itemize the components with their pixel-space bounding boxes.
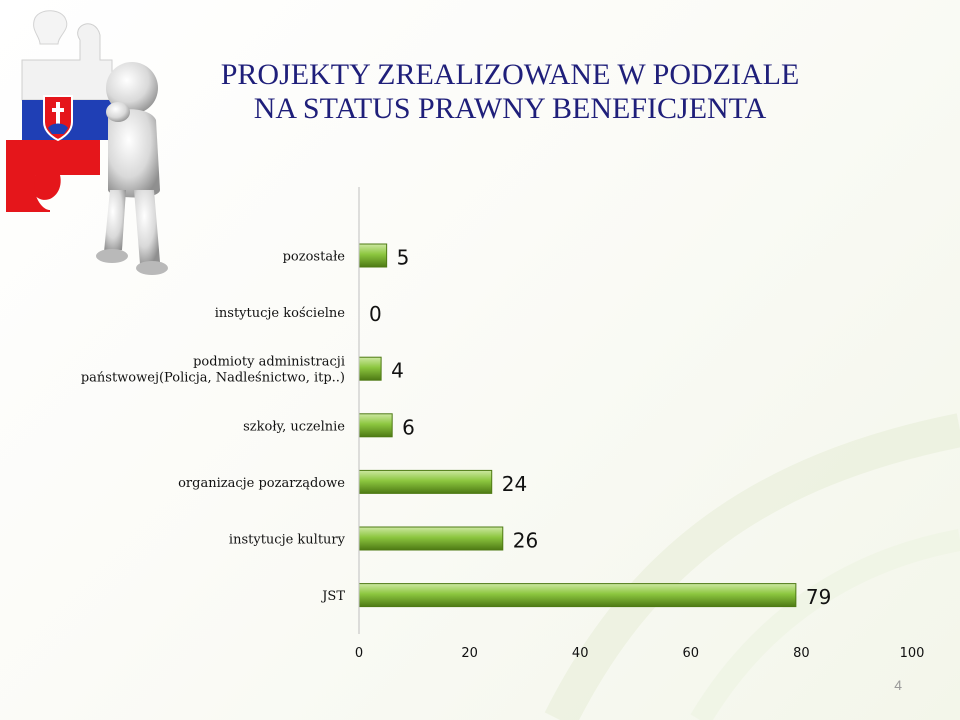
data-label-2: 4 [391, 359, 404, 383]
bar-4 [358, 469, 493, 494]
category-label-line: JST [320, 589, 345, 604]
category-label-3: szkoły, uczelnie [243, 419, 345, 434]
category-label-line: podmioty administracji [193, 355, 345, 370]
x-tick-label: 80 [793, 646, 810, 661]
title-line-2: NA STATUS PRAWNY BENEFICJENTA [253, 92, 767, 125]
bar-6 [358, 583, 797, 608]
bar-3 [358, 413, 393, 438]
category-label-1: instytucje kościelne [215, 306, 346, 321]
category-label-0: pozostałe [283, 250, 346, 265]
bar-5 [358, 526, 504, 551]
data-label-1: 0 [369, 302, 382, 326]
bar-0 [358, 243, 388, 268]
data-label-0: 5 [397, 246, 410, 270]
figure-body [108, 109, 160, 198]
data-label-5: 26 [513, 529, 538, 553]
category-label-6: JST [320, 589, 345, 604]
puzzle-piece-white [21, 23, 113, 101]
puzzle-piece-red [6, 140, 100, 200]
category-label-line: organizacje pozarządowe [178, 476, 345, 491]
slide-title: PROJEKTY ZREALIZOWANE W PODZIALE NA STAT… [150, 58, 870, 126]
category-label-4: organizacje pozarządowe [178, 476, 345, 491]
bar-2 [358, 356, 382, 381]
category-label-line: instytucje kościelne [215, 306, 346, 321]
x-tick-label: 20 [461, 646, 478, 661]
category-label-5: instytucje kultury [229, 533, 346, 548]
category-label-line: pozostałe [283, 250, 346, 265]
x-tick-label: 60 [683, 646, 700, 661]
data-label-4: 24 [502, 472, 527, 496]
figure-head [106, 62, 158, 114]
x-tick-label: 40 [572, 646, 589, 661]
category-label-line: szkoły, uczelnie [243, 419, 345, 434]
x-tick-label: 0 [355, 646, 363, 661]
category-label-2: podmioty administracji państwowej(Policja… [81, 355, 345, 386]
title-line-1: PROJEKTY ZREALIZOWANE W PODZIALE [220, 58, 800, 91]
puzzle-figure-illustration [6, 10, 168, 275]
category-label-line: instytucje kultury [229, 533, 346, 548]
data-label-3: 6 [402, 415, 415, 439]
category-label-line: państwowej(Policja, Nadleśnictwo, itp..) [81, 371, 345, 386]
page-number: 4 [894, 677, 902, 693]
x-tick-label: 100 [900, 646, 925, 661]
data-label-6: 79 [806, 585, 831, 609]
